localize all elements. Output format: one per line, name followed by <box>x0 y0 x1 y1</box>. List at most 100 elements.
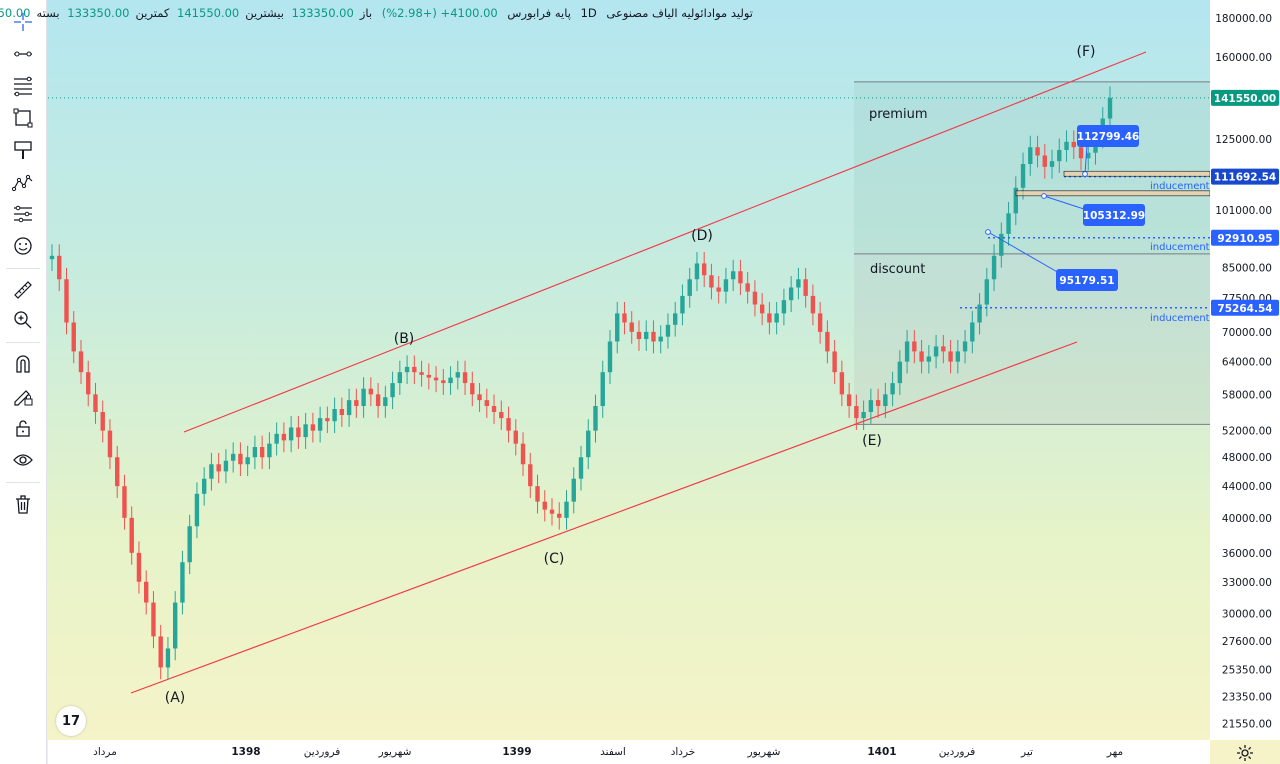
price-tick-label: 64000.00 <box>1222 357 1272 369</box>
last-price-tag-bg <box>1211 89 1279 106</box>
price-tick-label: 125000.00 <box>1215 134 1272 146</box>
tradingview-logo[interactable]: 17 <box>56 706 86 736</box>
candle-body <box>665 324 671 337</box>
crosshair-icon[interactable] <box>7 8 39 36</box>
candle-body <box>455 372 461 378</box>
lock-drawing-icon[interactable] <box>7 382 39 410</box>
candle-body <box>788 287 794 301</box>
candle-body <box>86 372 91 395</box>
candle-body <box>491 406 497 413</box>
wave-label: (D) <box>691 228 713 244</box>
ruler-icon[interactable] <box>7 276 39 304</box>
candle-body <box>1013 187 1018 214</box>
candle-body <box>528 464 533 487</box>
low-value: 133350.00 <box>67 6 130 20</box>
time-tick-label: فروردین <box>939 746 976 758</box>
candle-body <box>868 400 874 413</box>
candle-body <box>730 271 736 280</box>
candle-body <box>571 478 576 502</box>
candle-body <box>962 341 968 352</box>
forecast-icon[interactable] <box>7 200 39 228</box>
price-tick-label: 44000.00 <box>1222 481 1272 493</box>
time-tick-label: خرداد <box>671 746 696 758</box>
candle-body <box>404 366 410 373</box>
candle-body <box>506 418 511 431</box>
discount-label: discount <box>870 262 925 277</box>
candle-body <box>861 412 866 419</box>
candle-body <box>1035 147 1040 156</box>
price-tick-label: 52000.00 <box>1222 426 1272 438</box>
candle-body <box>723 279 729 292</box>
last-price-tag: 141550.00 <box>1214 93 1276 105</box>
trend-line-icon[interactable] <box>7 40 39 68</box>
level-price-tag: 75264.54 <box>1217 303 1272 315</box>
time-tick-label: مرداد <box>93 746 117 758</box>
interval-label[interactable]: 1D <box>580 6 597 20</box>
time-axis-bg <box>48 740 1210 764</box>
pattern-icon[interactable] <box>7 168 39 196</box>
candle-body <box>361 388 366 407</box>
candle-body <box>651 331 656 342</box>
candle-body <box>578 457 584 479</box>
price-axis[interactable]: 180000.00 160000.00 125000.00 101000.00 8500… <box>1210 0 1280 740</box>
unlock-icon[interactable] <box>7 414 39 442</box>
trash-icon[interactable] <box>7 490 39 518</box>
candle-body <box>897 361 903 384</box>
callout-anchor <box>1082 171 1088 177</box>
candle-body <box>354 400 359 407</box>
price-tick-label: 85000.00 <box>1222 262 1272 274</box>
candle-body <box>129 517 134 553</box>
zoom-in-icon[interactable] <box>7 306 39 334</box>
gear-icon[interactable] <box>1236 744 1254 762</box>
rectangle-icon[interactable] <box>7 104 39 132</box>
candle-body <box>151 602 156 637</box>
candle-body <box>180 562 185 603</box>
price-chart[interactable]: premium discount (A) (B) (C) (D) (E) (F) induce… <box>48 0 1210 740</box>
premium-zone <box>854 81 1210 254</box>
candle-body <box>687 279 692 296</box>
fib-retracement-icon[interactable] <box>7 72 39 100</box>
candle-body <box>158 636 163 668</box>
candle-body <box>854 406 859 419</box>
open-value: 133350.00 <box>291 6 354 20</box>
callout-box <box>1077 125 1139 147</box>
candle-body <box>513 430 518 444</box>
high-label: بیشترین <box>245 6 284 20</box>
candle-body <box>745 283 750 292</box>
eye-icon[interactable] <box>7 446 39 474</box>
emoji-icon[interactable] <box>7 232 39 260</box>
candle-body <box>933 346 939 357</box>
candle-body <box>252 447 258 458</box>
candle-body <box>593 406 598 431</box>
order-block <box>1063 170 1210 177</box>
candle-body <box>781 300 787 314</box>
discount-zone <box>854 253 1210 425</box>
price-tick-label: 21550.00 <box>1222 718 1272 730</box>
candle-body <box>267 443 272 458</box>
callout-anchor <box>985 229 991 235</box>
symbol-name[interactable]: تولید موادائولیه الیاف مصنوعی <box>606 6 753 20</box>
candle-body <box>433 377 439 381</box>
brush-icon[interactable] <box>7 136 39 164</box>
candle-body <box>636 331 642 340</box>
level-price-tag: 111692.54 <box>1214 172 1276 184</box>
candle-body <box>673 313 678 325</box>
candle-body <box>274 433 279 444</box>
candle-body <box>774 313 779 323</box>
candle-body <box>644 331 649 340</box>
candle-body <box>441 380 446 384</box>
candle-body <box>470 383 475 395</box>
magnet-icon[interactable] <box>7 350 39 378</box>
callout-value: 112799.46 <box>1077 131 1139 143</box>
low-label: کمترین <box>135 6 170 20</box>
candle-body <box>890 383 895 395</box>
candle-body <box>346 400 352 416</box>
candle-body <box>368 388 374 395</box>
candle-body <box>107 430 113 458</box>
candle-body <box>100 412 105 431</box>
candle-body <box>288 427 294 441</box>
price-tick-label: 58000.00 <box>1222 389 1272 401</box>
candle-body <box>201 478 207 494</box>
time-axis[interactable]: مرداد 1398 فروردین شهریور 1399 اسفند خرداد شهری… <box>48 740 1210 764</box>
symbol-header: تولید موادائولیه الیاف مصنوعی 1D پایه فر… <box>0 6 753 20</box>
